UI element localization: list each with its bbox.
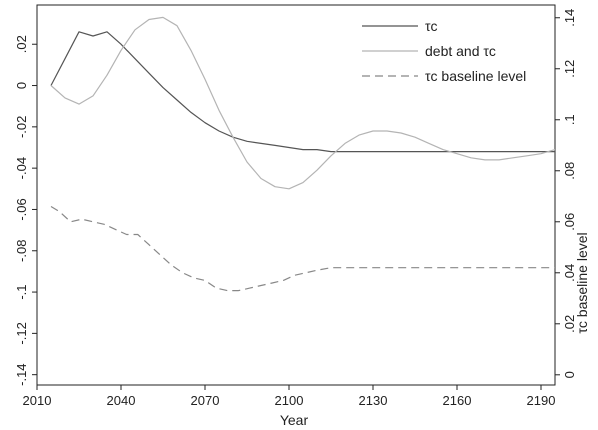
x-axis: 2010 2040 2070 2100 2130 2160 2190 (23, 385, 556, 408)
left-tick-label: -.08 (14, 240, 29, 262)
right-tick-label: .02 (562, 315, 577, 333)
x-tick-label: 2160 (443, 393, 472, 408)
left-y-axis: .02 0 -.02 -.04 -.06 -.08 -.1 -.12 -.14 (14, 35, 37, 386)
right-y-axis: 0 .02 .04 .06 .08 .1 .12 .14 (555, 9, 577, 378)
legend-label: τc baseline level (425, 68, 526, 84)
left-tick-label: -.02 (14, 116, 29, 138)
left-tick-label: -.04 (14, 157, 29, 179)
x-tick-label: 2010 (23, 393, 52, 408)
legend-label: τc (425, 18, 438, 34)
left-tick-label: -.14 (14, 363, 29, 385)
left-tick-label: -.06 (14, 198, 29, 220)
x-tick-label: 2190 (527, 393, 556, 408)
right-tick-label: .04 (562, 264, 577, 282)
left-tick-label: -.1 (14, 284, 29, 299)
series-lines (50, 16, 556, 292)
left-tick-label: .02 (14, 35, 29, 53)
right-tick-label: .14 (562, 9, 577, 27)
legend: τc debt and τc τc baseline level (362, 18, 526, 84)
series-line-1 (50, 31, 555, 153)
x-tick-label: 2130 (359, 393, 388, 408)
x-axis-title: Year (280, 412, 309, 428)
right-y-axis-title: τc baseline level (574, 232, 590, 333)
right-tick-label: .06 (562, 213, 577, 231)
right-tick-label: .08 (562, 162, 577, 180)
right-tick-label: .12 (562, 60, 577, 78)
left-tick-label: -.12 (14, 322, 29, 344)
plot-frame (36, 4, 556, 386)
legend-label: debt and τc (425, 43, 496, 59)
series-line-3 (50, 205, 555, 292)
left-tick-label: 0 (14, 82, 29, 89)
right-tick-label: 0 (562, 371, 577, 378)
x-tick-label: 2070 (191, 393, 220, 408)
right-tick-label: .1 (562, 114, 577, 125)
x-tick-label: 2100 (275, 393, 304, 408)
x-tick-label: 2040 (107, 393, 136, 408)
series-line-2 (50, 16, 556, 190)
plot-border (36, 4, 556, 386)
